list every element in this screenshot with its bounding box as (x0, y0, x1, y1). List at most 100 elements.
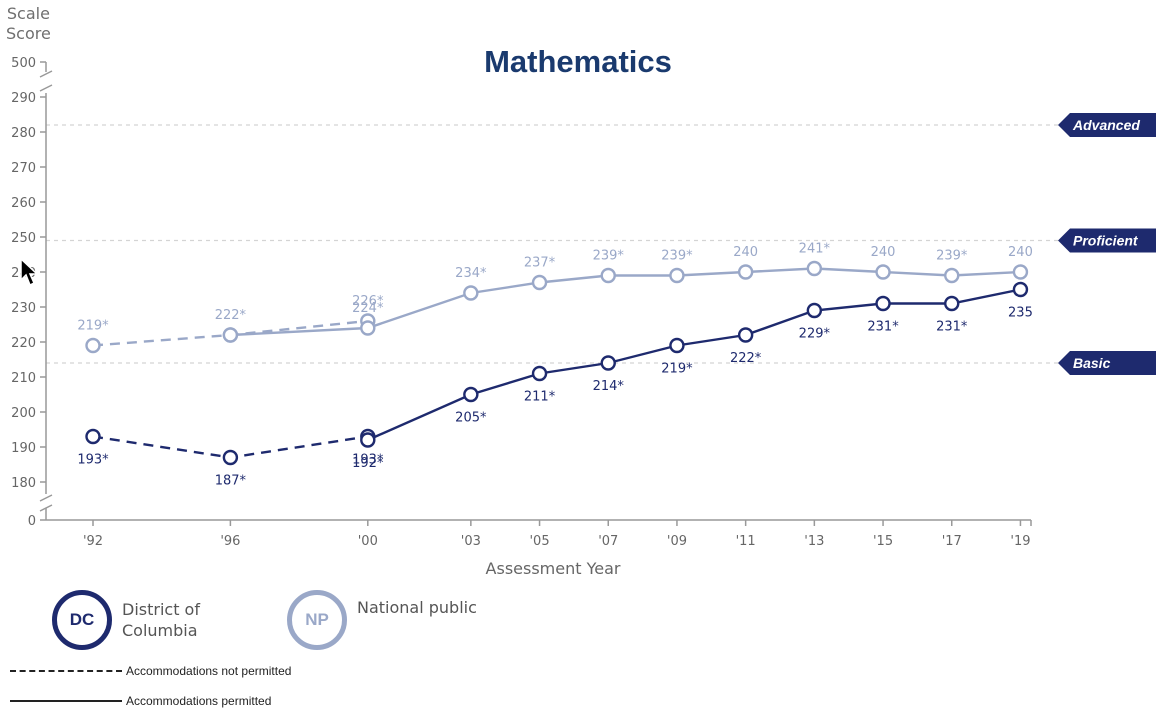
dc-data-point (1012, 281, 1029, 298)
legend-not-permitted: Accommodations not permitted (10, 664, 291, 678)
dashed-line-sample (10, 670, 122, 672)
np-data-label: 234* (455, 266, 487, 281)
mouse-cursor-icon (20, 258, 39, 287)
dc-data-label: 231* (936, 320, 968, 335)
dc-data-label: 222* (730, 351, 762, 366)
np-legend-marker: NP (287, 590, 347, 650)
x-tick-label: '92 (83, 534, 103, 549)
np-data-point (463, 285, 479, 301)
np-permitted-line (230, 267, 1021, 337)
y-axis-title: Scale Score (6, 4, 51, 44)
y-tick-label: 220 (11, 336, 36, 351)
y-axis-title-line1: Scale (6, 4, 50, 23)
dc-legend-label-line2: Columbia (122, 621, 198, 640)
x-tick-label: '00 (358, 534, 378, 549)
dc-data-label: 211* (524, 390, 556, 405)
not-permitted-label: Accommodations not permitted (126, 664, 292, 678)
legend-dc: DC District of Columbia (52, 590, 200, 650)
np-data-point (85, 337, 101, 354)
x-tick-label: '03 (461, 534, 481, 549)
legend-permitted: Accommodations permitted (10, 694, 271, 708)
x-tick-label: '19 (1010, 534, 1030, 549)
achievement-level-label: Basic (1073, 355, 1111, 371)
np-data-label: 240 (733, 245, 758, 260)
np-data-label: 237* (524, 256, 556, 271)
y-tick-label: 260 (11, 196, 36, 211)
np-data-label: 239* (936, 249, 968, 264)
y-tick-label: 250 (11, 231, 36, 246)
dc-data-point (875, 295, 891, 312)
y-axis-break-bottom (39, 494, 53, 512)
achievement-level-flag (1058, 228, 1156, 253)
achievement-level-flag (1058, 113, 1156, 137)
np-data-label: 241* (799, 242, 831, 257)
achievement-level-flag (1058, 351, 1156, 375)
dc-data-point (531, 365, 548, 382)
dc-data-label: 214* (593, 379, 625, 394)
np-data-label: 219* (77, 319, 109, 334)
np-data-label: 226* (352, 294, 384, 309)
np-data-label: 240 (1008, 245, 1033, 260)
np-data-label: 222* (215, 308, 247, 323)
achievement-level-label: Proficient (1073, 233, 1139, 249)
dc-data-label: 193* (352, 453, 384, 468)
np-data-label: 239* (593, 249, 625, 264)
np-data-point (875, 264, 891, 280)
x-tick-label: '05 (529, 534, 549, 549)
solid-line-sample (10, 700, 122, 702)
np-data-point (944, 267, 960, 284)
y-tick-label: 500 (11, 56, 36, 71)
dc-data-point (222, 449, 239, 466)
permitted-label: Accommodations permitted (126, 694, 272, 708)
dc-data-point (360, 432, 376, 448)
x-tick-label: '09 (667, 534, 687, 549)
x-tick-label: '07 (598, 534, 618, 549)
x-tick-label: '17 (942, 534, 962, 549)
x-tick-label: '11 (736, 534, 756, 549)
dc-data-label: 205* (455, 411, 487, 426)
np-data-point (600, 267, 616, 284)
dc-data-label: 231* (867, 320, 899, 335)
dc-legend-marker: DC (52, 590, 112, 650)
y-tick-label: 270 (11, 161, 36, 176)
legend-np: NP National public (287, 590, 477, 650)
y-tick-label: 230 (11, 301, 36, 316)
x-tick-label: '13 (804, 534, 824, 549)
dc-data-point (806, 302, 823, 319)
np-data-point (737, 264, 754, 280)
y-tick-label: 180 (11, 476, 36, 491)
x-tick-label: '96 (220, 534, 240, 549)
np-data-point (360, 320, 376, 336)
x-axis-title: Assessment Year (486, 559, 621, 578)
dc-data-label: 229* (799, 327, 831, 342)
dc-data-label: 187* (215, 474, 247, 489)
np-legend-label: National public (357, 598, 477, 617)
dc-data-label: 192* (352, 456, 384, 471)
dc-data-point (944, 295, 960, 312)
np-data-label: 239* (661, 249, 693, 264)
np-data-point (806, 260, 823, 277)
y-axis-title-line2: Score (6, 24, 51, 43)
dc-data-label: 219* (661, 362, 693, 377)
achievement-level-label: Advanced (1072, 117, 1140, 133)
y-tick-label: 200 (11, 406, 36, 421)
y-tick-label: 190 (11, 441, 36, 456)
dc-data-point (600, 355, 616, 371)
y-tick-label: 280 (11, 126, 36, 141)
dc-data-label: 193* (77, 453, 109, 468)
np-data-point (1012, 264, 1029, 280)
y-tick-label: 0 (28, 514, 36, 529)
dc-data-point (669, 337, 685, 354)
x-tick-label: '15 (873, 534, 893, 549)
np-data-point (222, 327, 239, 343)
np-data-label: 224* (352, 301, 384, 316)
np-data-point (531, 274, 548, 291)
y-axis-break-top (39, 70, 53, 92)
np-data-label: 240 (871, 245, 896, 260)
dc-data-label: 235 (1008, 306, 1033, 321)
y-tick-label: 210 (11, 371, 36, 386)
y-tick-label: 290 (11, 91, 36, 106)
dc-legend-label-line1: District of (122, 600, 200, 619)
dc-data-point (463, 386, 479, 403)
